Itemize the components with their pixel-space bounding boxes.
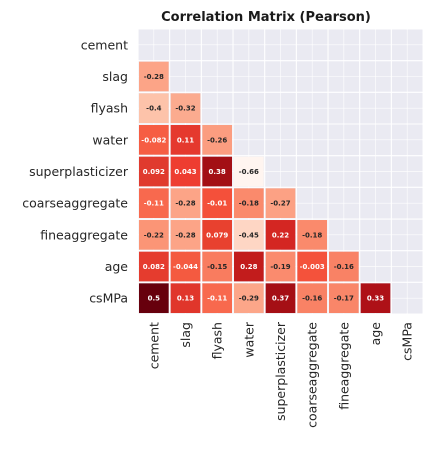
- x-tick-label: fineaggregate: [336, 322, 351, 410]
- y-tick-label: coarseaggregate: [22, 196, 128, 211]
- heatmap-cell: [202, 125, 233, 155]
- cell-value-label: 0.043: [174, 168, 196, 176]
- x-tick-label: coarseaggregate: [305, 322, 320, 428]
- cell-value-label: -0.003: [300, 263, 325, 271]
- cell-value-label: -0.28: [175, 200, 195, 208]
- cell-value-label: -0.29: [239, 295, 259, 303]
- y-tick-label: csMPa: [89, 291, 128, 306]
- cell-value-label: 0.082: [143, 263, 165, 271]
- x-tick-label: csMPa: [400, 322, 415, 361]
- y-tick-label: superplasticizer: [29, 164, 129, 179]
- y-tick-label: fineaggregate: [40, 227, 128, 242]
- heatmap-cell: [139, 251, 169, 282]
- heatmap-cell: [170, 93, 201, 124]
- cell-value-label: -0.28: [175, 231, 195, 239]
- heatmap-cell: [139, 220, 169, 250]
- cell-value-label: -0.45: [239, 231, 259, 239]
- heatmap-cell: [139, 156, 169, 187]
- cell-value-label: 0.5: [148, 295, 161, 303]
- cell-value-label: -0.11: [207, 295, 227, 303]
- heatmap-cell: [139, 125, 169, 155]
- cell-value-label: -0.26: [207, 136, 227, 144]
- heatmap-cell: [139, 93, 169, 124]
- cell-value-label: -0.28: [144, 73, 164, 81]
- y-tick-label: cement: [81, 37, 128, 52]
- heatmap-cell: [170, 283, 201, 314]
- cell-value-label: -0.18: [239, 200, 259, 208]
- cell-value-label: 0.079: [206, 231, 228, 239]
- heatmap-cell: [170, 251, 201, 282]
- cell-value-label: -0.18: [302, 231, 322, 239]
- heatmap-cell: [234, 283, 264, 314]
- cell-value-label: 0.22: [272, 231, 289, 239]
- heatmap-cell: [329, 283, 359, 314]
- heatmap-cell: [202, 188, 233, 219]
- heatmap-cell: [265, 188, 296, 219]
- x-tick-label: slag: [178, 322, 193, 348]
- heatmap-cell: [234, 220, 264, 250]
- y-tick-label: flyash: [91, 101, 128, 116]
- heatmap-cell: [234, 156, 264, 187]
- x-tick-label: superplasticizer: [273, 321, 288, 421]
- cell-value-label: 0.13: [177, 295, 194, 303]
- heatmap-cell: [202, 283, 233, 314]
- x-tick-label: flyash: [210, 322, 225, 359]
- x-tick-label: age: [368, 322, 383, 346]
- y-tick-label: slag: [102, 69, 128, 84]
- heatmap-cell: [329, 251, 359, 282]
- cell-value-label: 0.33: [367, 295, 384, 303]
- cell-value-label: -0.01: [207, 200, 227, 208]
- heatmap-cell: [139, 283, 169, 314]
- chart-title: Correlation Matrix (Pearson): [161, 10, 371, 25]
- cell-value-label: -0.16: [334, 263, 354, 271]
- cell-value-label: -0.66: [239, 168, 259, 176]
- cell-value-label: -0.22: [144, 231, 164, 239]
- cell-value-label: -0.15: [207, 263, 227, 271]
- heatmap-cell: [202, 220, 233, 250]
- heatmap-cell: [170, 125, 201, 155]
- cell-value-label: -0.4: [146, 105, 161, 113]
- heatmap-cell: [170, 156, 201, 187]
- heatmap-cell: [139, 61, 169, 92]
- cell-value-label: 0.11: [177, 136, 194, 144]
- cell-value-label: 0.37: [272, 295, 289, 303]
- heatmap-cell: [297, 251, 328, 282]
- cell-value-label: -0.19: [270, 263, 290, 271]
- cell-value-label: -0.044: [173, 263, 198, 271]
- heatmap-cell: [265, 220, 296, 250]
- heatmap-cell: [265, 283, 296, 314]
- cell-value-label: -0.27: [270, 200, 290, 208]
- cell-value-label: 0.38: [209, 168, 226, 176]
- heatmap-cell: [234, 188, 264, 219]
- y-tick-label: water: [92, 132, 128, 147]
- x-tick-label: water: [241, 321, 256, 357]
- cell-value-label: -0.11: [144, 200, 164, 208]
- heatmap-cell: [202, 251, 233, 282]
- cell-value-label: -0.082: [141, 136, 166, 144]
- heatmap-cell: [265, 251, 296, 282]
- cell-value-label: -0.17: [334, 295, 354, 303]
- cell-value-label: -0.32: [175, 105, 195, 113]
- cell-value-label: -0.16: [302, 295, 322, 303]
- heatmap-cell: [297, 220, 328, 250]
- x-tick-label: cement: [146, 322, 161, 369]
- heatmap-cell: [170, 220, 201, 250]
- cell-value-label: 0.28: [240, 263, 257, 271]
- cell-value-label: 0.092: [143, 168, 165, 176]
- heatmap-cell: [297, 283, 328, 314]
- heatmap-cell: [170, 188, 201, 219]
- y-tick-label: age: [105, 259, 129, 274]
- heatmap-cell: [202, 156, 233, 187]
- heatmap-cell: [234, 251, 264, 282]
- heatmap-cell: [139, 188, 169, 219]
- heatmap-cell: [360, 283, 391, 314]
